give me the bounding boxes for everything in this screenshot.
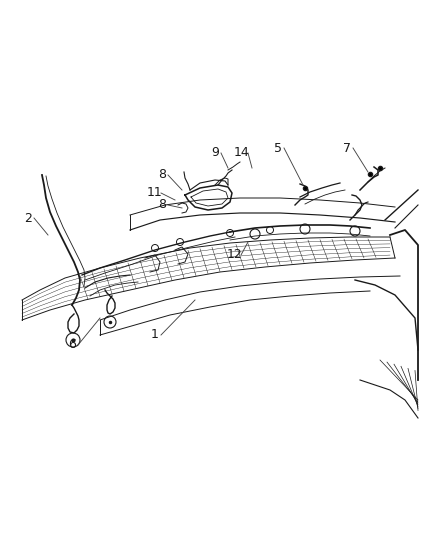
Text: 7: 7 [343, 141, 351, 155]
Text: 14: 14 [234, 147, 250, 159]
Text: 8: 8 [158, 168, 166, 182]
Text: 1: 1 [151, 328, 159, 342]
Text: 9: 9 [211, 147, 219, 159]
Text: 2: 2 [24, 212, 32, 224]
Text: 11: 11 [147, 187, 163, 199]
Text: 12: 12 [227, 248, 243, 262]
Text: 5: 5 [274, 141, 282, 155]
Text: 6: 6 [68, 338, 76, 351]
Text: 8: 8 [158, 198, 166, 212]
